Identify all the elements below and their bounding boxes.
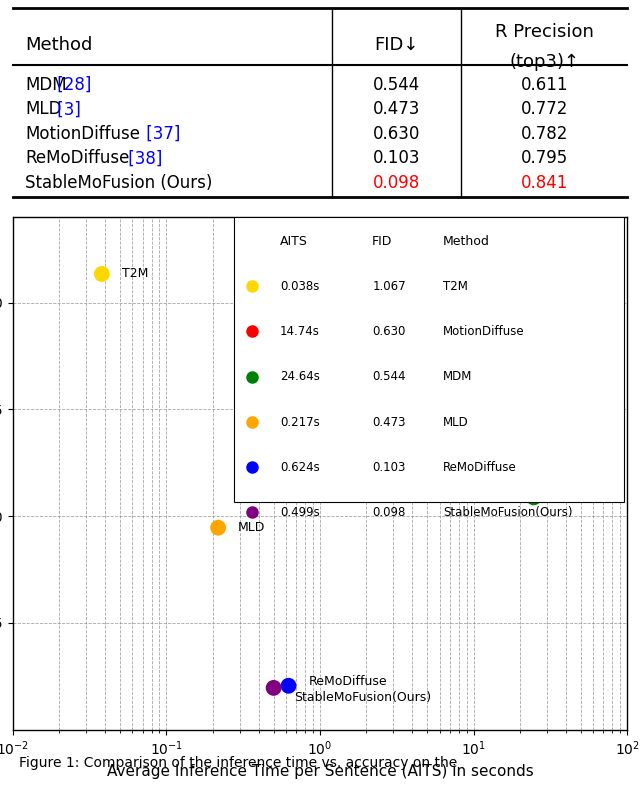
Text: Method: Method xyxy=(25,36,92,54)
Text: ReMoDiffuse: ReMoDiffuse xyxy=(443,461,516,473)
Text: 1.067: 1.067 xyxy=(372,280,406,293)
Text: T2M: T2M xyxy=(443,280,468,293)
Text: 0.544: 0.544 xyxy=(373,75,420,94)
FancyBboxPatch shape xyxy=(234,217,624,501)
Text: [37]: [37] xyxy=(141,125,180,143)
Text: T2M: T2M xyxy=(122,268,148,280)
Point xyxy=(213,521,223,534)
Text: StableMoFusion(Ours): StableMoFusion(Ours) xyxy=(294,690,431,704)
Text: [28]: [28] xyxy=(52,75,91,94)
Text: MotionDiffuse: MotionDiffuse xyxy=(25,125,140,143)
Text: FID↓: FID↓ xyxy=(374,36,419,54)
Text: 0.841: 0.841 xyxy=(520,174,568,192)
Text: 24.64s: 24.64s xyxy=(280,370,320,384)
Text: 0.611: 0.611 xyxy=(520,75,568,94)
Text: 0.630: 0.630 xyxy=(372,325,406,338)
Text: 0.473: 0.473 xyxy=(373,100,420,119)
Text: 14.74s: 14.74s xyxy=(280,325,320,338)
Text: 0.624s: 0.624s xyxy=(280,461,320,473)
Text: ReMoDiffuse: ReMoDiffuse xyxy=(25,150,129,167)
Text: [3]: [3] xyxy=(52,100,81,119)
Text: MDM: MDM xyxy=(443,370,472,384)
Text: MotionDiffuse: MotionDiffuse xyxy=(443,325,525,338)
Text: 0.217s: 0.217s xyxy=(280,416,320,429)
Text: 0.782: 0.782 xyxy=(520,125,568,143)
Text: MLD: MLD xyxy=(443,416,468,429)
Text: 0.473: 0.473 xyxy=(372,416,406,429)
Text: StableMoFusion(Ours): StableMoFusion(Ours) xyxy=(443,505,572,519)
Text: 0.499s: 0.499s xyxy=(280,505,320,519)
Text: MDM: MDM xyxy=(554,491,585,504)
Text: Figure 1: Comparison of the inference time vs. accuracy on the: Figure 1: Comparison of the inference ti… xyxy=(19,756,457,770)
Text: 0.795: 0.795 xyxy=(520,150,568,167)
Text: 0.098: 0.098 xyxy=(372,505,406,519)
Point xyxy=(529,491,539,504)
Point xyxy=(284,679,294,692)
Text: 0.103: 0.103 xyxy=(373,150,420,167)
Text: StableMoFusion (Ours): StableMoFusion (Ours) xyxy=(25,174,212,192)
Text: R Precision: R Precision xyxy=(495,23,594,41)
Text: AITS: AITS xyxy=(280,235,308,248)
Text: FID: FID xyxy=(372,235,392,248)
Text: MotionDiffuse: MotionDiffuse xyxy=(520,454,606,467)
Text: MDM: MDM xyxy=(25,75,67,94)
Point xyxy=(494,454,504,467)
Text: (top3)↑: (top3)↑ xyxy=(509,54,579,71)
Text: 0.630: 0.630 xyxy=(373,125,420,143)
Text: 0.544: 0.544 xyxy=(372,370,406,384)
Text: MLD: MLD xyxy=(238,521,266,534)
Text: [38]: [38] xyxy=(123,150,163,167)
Text: 0.098: 0.098 xyxy=(373,174,420,192)
Point xyxy=(269,682,279,694)
Text: ReMoDiffuse: ReMoDiffuse xyxy=(308,675,387,688)
Text: 0.038s: 0.038s xyxy=(280,280,319,293)
Text: 0.103: 0.103 xyxy=(372,461,406,473)
Text: MLD: MLD xyxy=(25,100,61,119)
Text: 0.772: 0.772 xyxy=(520,100,568,119)
X-axis label: Average Inference Time per Sentence (AITS) in seconds: Average Inference Time per Sentence (AIT… xyxy=(107,763,533,779)
Point xyxy=(97,268,107,280)
Text: Method: Method xyxy=(443,235,490,248)
